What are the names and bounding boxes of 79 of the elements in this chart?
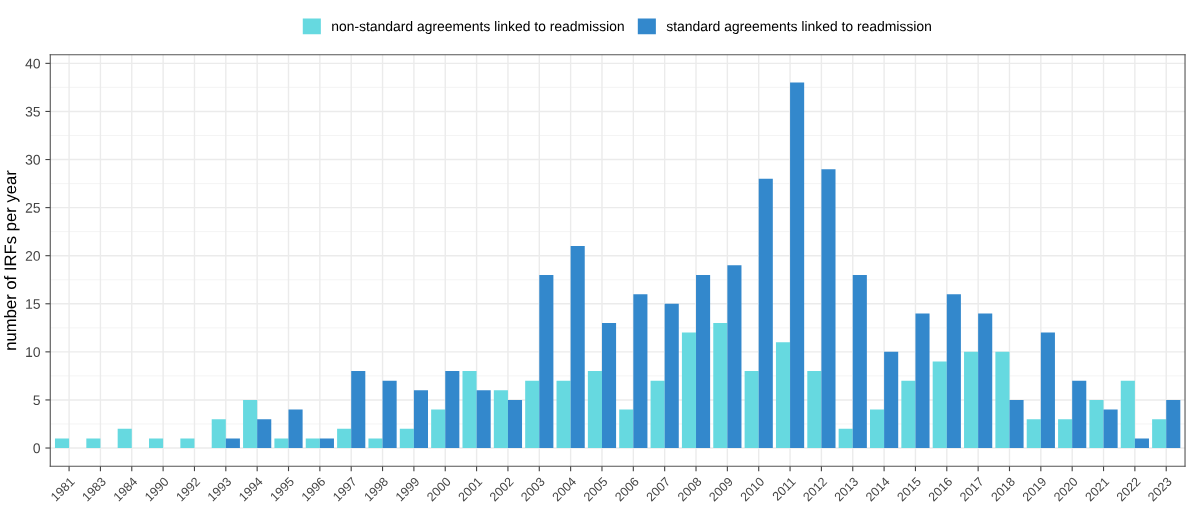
bar (884, 351, 899, 449)
bar (1072, 380, 1087, 449)
bar (681, 332, 697, 449)
bar (431, 409, 446, 449)
bar (305, 438, 320, 449)
bar (225, 438, 240, 449)
bar (211, 419, 226, 449)
bar (149, 438, 164, 449)
bar (1009, 399, 1024, 449)
bar (1089, 399, 1104, 449)
y-tick-label: 20 (25, 251, 41, 261)
bar (601, 323, 617, 449)
bar (696, 274, 711, 449)
bar (86, 438, 101, 449)
bar (807, 371, 822, 449)
bar (869, 409, 885, 449)
bar (1040, 332, 1055, 449)
y-tick-label: 25 (25, 202, 40, 213)
bar (946, 294, 961, 449)
bar (1120, 380, 1135, 449)
bar (368, 438, 383, 449)
bar (1058, 419, 1073, 449)
y-tick-label: 10 (26, 347, 41, 358)
bar (1166, 399, 1181, 449)
bar (382, 380, 397, 449)
bar (257, 419, 272, 449)
bar (852, 274, 867, 449)
bar (476, 390, 491, 449)
legend-label: non-standard agreements linked to readmission (332, 21, 624, 34)
y-tick-label: 35 (25, 106, 40, 117)
bar (274, 438, 289, 449)
bar (758, 178, 773, 449)
bar (1026, 419, 1041, 449)
y-tick-label: 0 (33, 443, 41, 454)
bar (288, 409, 303, 449)
bar (727, 265, 742, 449)
bar (319, 438, 334, 449)
bar (1134, 438, 1149, 449)
bar (180, 438, 195, 449)
bar (507, 399, 523, 449)
y-tick-label: 15 (26, 299, 40, 309)
bar (399, 428, 414, 449)
bar (932, 361, 947, 449)
bar (901, 380, 916, 449)
bar (775, 342, 791, 449)
bar (744, 371, 759, 449)
bar (587, 371, 602, 449)
bar (54, 438, 70, 449)
bar (995, 351, 1010, 449)
bar (619, 409, 634, 449)
bar (650, 380, 665, 449)
legend-label: standard agreements linked to readmission (666, 21, 931, 34)
bar (539, 274, 554, 449)
bar (445, 371, 460, 449)
bar (821, 169, 836, 449)
y-tick-label: 30 (25, 154, 41, 165)
bar (790, 82, 805, 449)
bar (570, 246, 585, 449)
bar (243, 399, 258, 449)
bar (713, 323, 728, 449)
bar (413, 390, 428, 449)
bar (664, 303, 679, 449)
bar (117, 428, 132, 449)
y-axis-title: number of IRFs per year (4, 170, 20, 350)
bar (493, 390, 508, 449)
bar (915, 313, 930, 449)
bar (964, 351, 979, 449)
bar (337, 428, 352, 449)
bar (838, 428, 853, 449)
y-tick-label: 40 (25, 58, 41, 69)
bar (978, 313, 993, 449)
bar (1103, 409, 1118, 449)
bar (462, 371, 477, 449)
bar (556, 380, 571, 449)
y-tick-label: 5 (33, 395, 40, 406)
bar (351, 371, 366, 449)
bar (633, 294, 648, 449)
bar (525, 380, 540, 449)
bar (1152, 419, 1167, 449)
